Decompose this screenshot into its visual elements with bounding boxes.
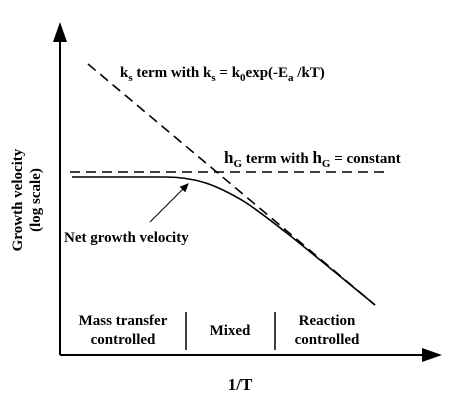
x-axis-label: 1/T	[228, 375, 253, 394]
region-reaction-line2: controlled	[295, 332, 360, 348]
x-axis-arrowhead	[422, 348, 442, 362]
net-growth-pointer-arrow	[149, 183, 189, 223]
region-mass-transfer-line2: controlled	[91, 332, 156, 348]
region-mixed-label: Mixed	[210, 323, 251, 339]
net-growth-curve	[72, 176, 376, 306]
region-mass-transfer-line1: Mass transfer	[79, 313, 168, 329]
y-axis-arrowhead	[53, 22, 67, 42]
y-axis-label: Growth velocity	[10, 148, 26, 251]
ks-term-label: ks term with ks = k0exp(-Ea /kT)	[120, 65, 325, 84]
hg-term-label: hG term with hG = constant	[224, 148, 401, 170]
y-axis-sublabel: (log scale)	[28, 168, 44, 232]
region-reaction-line1: Reaction	[299, 313, 356, 329]
net-growth-label: Net growth velocity	[64, 230, 189, 246]
